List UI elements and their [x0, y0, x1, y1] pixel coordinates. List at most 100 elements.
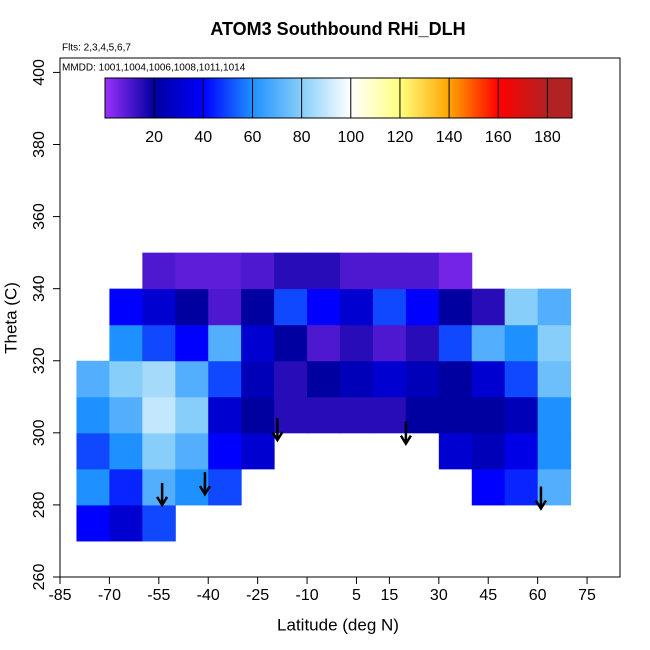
arrow-head [156, 496, 169, 508]
heat-cell [142, 324, 176, 362]
colorbar-tick-label: 180 [534, 129, 561, 146]
heat-cell [175, 252, 209, 290]
x-tick-label: -10 [295, 587, 318, 604]
x-tick-label: 60 [529, 587, 547, 604]
heat-cell [438, 252, 473, 290]
arrow [198, 472, 212, 497]
heat-cell [307, 288, 341, 326]
heat-cell [537, 468, 572, 506]
x-tick-label: 15 [381, 587, 399, 604]
heat-cell [109, 432, 143, 470]
heat-cell [438, 360, 473, 398]
heat-cell [76, 396, 110, 434]
heat-cell [109, 468, 143, 506]
heat-cell [109, 324, 143, 362]
arrow [399, 421, 412, 447]
chart-title: ATOM3 Southbound RHi_DLH [210, 19, 465, 39]
heat-cell [438, 324, 473, 362]
heat-cell [175, 432, 209, 470]
heat-cell [241, 396, 275, 434]
heat-cell [142, 432, 176, 470]
heat-cell [142, 288, 176, 326]
heat-cell [274, 360, 308, 398]
x-tick-label: 45 [479, 587, 497, 604]
colorbar-tick-label: 60 [244, 129, 262, 146]
heat-cell [438, 288, 473, 326]
heat-cell [241, 360, 275, 398]
subtitle: Flts: 2,3,4,5,6,7 [62, 43, 131, 54]
heat-cell [208, 432, 242, 470]
heat-cell [241, 432, 275, 470]
heat-cell [241, 252, 275, 290]
colorbar-tick-label: 20 [145, 129, 163, 146]
heat-cell [471, 396, 506, 434]
arrow [271, 418, 284, 443]
heat-cell [372, 324, 407, 362]
heat-cell [372, 288, 407, 326]
heat-cell [340, 324, 374, 362]
heat-cell [340, 360, 374, 398]
heat-cell [307, 360, 341, 398]
heat-cell [208, 288, 242, 326]
heat-cell [438, 432, 473, 470]
x-tick-label: -25 [246, 587, 269, 604]
arrow-head [271, 431, 284, 443]
heat-cell [504, 360, 539, 398]
heat-cell [175, 288, 209, 326]
colorbar-tick-label: 140 [436, 129, 463, 146]
heat-cell [504, 288, 539, 326]
heat-cell [405, 252, 440, 290]
heat-cell [504, 468, 539, 506]
x-tick-label: 5 [352, 587, 361, 604]
heat-cell [76, 468, 110, 506]
heat-cell [175, 360, 209, 398]
heat-cell [438, 396, 473, 434]
heat-cell [76, 432, 110, 470]
heat-cell [307, 324, 341, 362]
plot-frame [59, 57, 621, 578]
heat-cell [405, 288, 440, 326]
heat-cell [471, 288, 506, 326]
heat-cell [241, 288, 275, 326]
heat-cell [175, 396, 209, 434]
heat-cell [340, 396, 374, 434]
arrow [534, 486, 548, 511]
heat-cell [241, 324, 275, 362]
heat-cell [142, 360, 176, 398]
heat-cell [175, 324, 209, 362]
colorbar-tick-label: 40 [194, 129, 212, 146]
heat-cell [109, 396, 143, 434]
heat-cell [471, 432, 506, 470]
x-tick-label: -55 [147, 587, 170, 604]
heat-cell [372, 252, 407, 290]
heat-cell [504, 396, 539, 434]
y-tick-label: 300 [31, 419, 48, 446]
colorbar-tick-label: 80 [293, 129, 311, 146]
heat-cell [142, 396, 176, 434]
heat-cell [208, 324, 242, 362]
heat-cell [537, 432, 572, 470]
heat-cell [537, 288, 572, 326]
arrow-head [534, 499, 548, 511]
x-tick-label: -85 [48, 587, 71, 604]
heat-cell [307, 252, 341, 290]
heat-cell [405, 396, 440, 434]
heat-cell [504, 432, 539, 470]
y-tick-label: 280 [31, 491, 48, 518]
colorbar-tick-label: 120 [387, 129, 414, 146]
heat-cell [372, 396, 407, 434]
y-tick-label: 360 [31, 203, 48, 230]
y-tick-label: 380 [31, 131, 48, 158]
heat-cell [109, 288, 143, 326]
heat-cell [307, 396, 341, 434]
x-tick-label: -40 [197, 587, 220, 604]
heat-cell [208, 252, 242, 290]
arrow-head [198, 485, 212, 497]
heat-cell [76, 360, 110, 398]
heat-cell [109, 360, 143, 398]
arrow [156, 482, 169, 508]
colorbar-tick-label: 160 [485, 129, 512, 146]
heat-cell [405, 360, 440, 398]
heat-cell [274, 324, 308, 362]
